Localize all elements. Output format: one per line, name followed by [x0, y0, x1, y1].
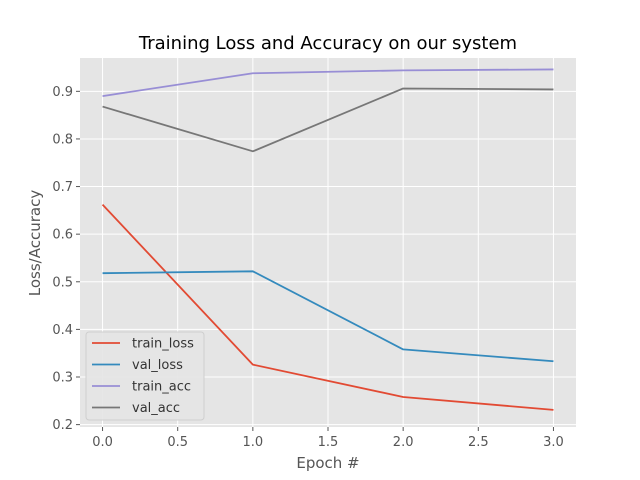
x-tick-label: 0.0 [92, 435, 113, 450]
y-tick-label: 0.3 [52, 371, 73, 386]
series-line-train-loss [101, 204, 554, 411]
x-tick-label: 2.5 [468, 435, 489, 450]
series-lines [101, 68, 554, 411]
y-axis-label: Loss/Accuracy [26, 190, 44, 297]
legend: train_loss val_loss train_acc val_acc [85, 331, 205, 421]
x-axis-label: Epoch # [296, 454, 359, 472]
x-tick-label: 2.0 [393, 435, 414, 450]
legend-label-train-loss: train_loss [132, 337, 194, 352]
x-tick-label: 0.5 [167, 435, 188, 450]
legend-label-train-acc: train_acc [132, 380, 191, 395]
y-tick-label: 0.8 [52, 132, 73, 147]
x-tick-label: 1.0 [243, 435, 264, 450]
series-line-train-acc [102, 68, 554, 97]
axis-ticks: 0.0 0.5 1.0 1.5 2.0 2.5 3.0 0.2 0.3 0.4 0.5 0.6 0.7 0… [52, 85, 563, 450]
y-tick-label: 0.7 [52, 180, 73, 195]
chart-title: Training Loss and Accuracy on our system [138, 33, 517, 54]
y-tick-label: 0.2 [52, 418, 73, 433]
y-tick-label: 0.4 [52, 323, 73, 338]
y-tick-label: 0.9 [52, 85, 73, 100]
legend-label-val-loss: val_loss [132, 358, 183, 373]
x-tick-label: 3.0 [543, 435, 564, 450]
legend-box [85, 331, 205, 421]
series-line-val-loss [102, 270, 554, 363]
y-tick-label: 0.5 [52, 275, 73, 290]
x-tick-label: 1.5 [318, 435, 339, 450]
series-line-val-acc [102, 87, 554, 153]
legend-label-val-acc: val_acc [132, 401, 180, 416]
y-tick-label: 0.6 [52, 228, 73, 243]
